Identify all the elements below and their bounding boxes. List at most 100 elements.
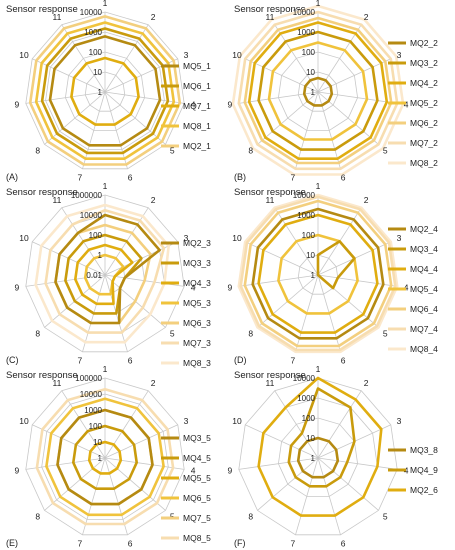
axis-spoke <box>25 91 106 104</box>
series-line <box>243 16 393 165</box>
axis-label: 4 <box>404 466 409 476</box>
ring-tick-label: 1000 <box>297 28 315 37</box>
axis-label: 10 <box>19 416 29 426</box>
axis-label: 8 <box>35 328 40 338</box>
ring-tick-label: 10 <box>306 251 315 260</box>
axis-spoke <box>317 390 362 459</box>
axis-label: 8 <box>248 511 253 521</box>
axis-label: 5 <box>170 145 175 155</box>
series-line <box>316 240 356 290</box>
ring-tick-label: 1 <box>98 251 103 260</box>
grid-ring <box>277 417 359 497</box>
panel-label: (B) <box>234 172 246 182</box>
grid-ring <box>25 194 185 353</box>
axis-label: 9 <box>228 283 233 293</box>
axis-label: 6 <box>341 538 346 548</box>
axis-spoke <box>104 91 166 145</box>
grid-ring <box>84 71 126 112</box>
ring-tick-label: 1 <box>311 454 316 463</box>
ring-tick-label: 1000 <box>297 211 315 220</box>
axis-spoke <box>32 58 106 93</box>
ring-tick-label: 10 <box>306 68 315 77</box>
axis-spoke <box>245 424 319 459</box>
axis-label: 6 <box>341 172 346 182</box>
ring-tick-label: 100000 <box>75 374 102 383</box>
legend-entry: MQ4_9 <box>410 465 438 475</box>
ring-tick-label: 100 <box>302 48 316 57</box>
axis-label: 8 <box>35 145 40 155</box>
ring-tick-label: 1000 <box>84 406 102 415</box>
axis-label: 2 <box>364 195 369 205</box>
ring-tick-label: 10000 <box>293 191 316 200</box>
legend-entry: MQ7_5 <box>183 513 211 523</box>
ring-tick-label: 1 <box>98 88 103 97</box>
series-line <box>287 387 356 488</box>
panel-label: (C) <box>6 355 19 365</box>
axis-spoke <box>104 24 149 93</box>
axis-label: 3 <box>184 416 189 426</box>
legend-entry: MQ3_2 <box>410 58 438 68</box>
legend-entry: MQ7_1 <box>183 101 211 111</box>
axis-spoke <box>61 24 106 93</box>
series-line <box>247 21 389 160</box>
grid-ring <box>41 393 169 520</box>
axis-label: 8 <box>35 511 40 521</box>
axis-label: 11 <box>265 378 274 388</box>
ring-tick-label: 1 <box>311 88 316 97</box>
radar-panel-3: Sensor response0.01110010000100000012345… <box>6 181 211 368</box>
axis-spoke <box>104 390 149 459</box>
axis-label: 2 <box>151 195 156 205</box>
axis-label: 1 <box>103 0 108 8</box>
series-line <box>257 376 383 517</box>
axis-label: 11 <box>52 378 61 388</box>
radar-panel-5: Sensor response1101001000100001000001234… <box>6 364 211 548</box>
axis-label: 1 <box>103 364 108 374</box>
axis-label: 4 <box>191 466 196 476</box>
series-line <box>70 56 140 126</box>
legend-entry: MQ2_3 <box>183 238 211 248</box>
legend-entry: MQ3_5 <box>183 433 211 443</box>
axis-label: 6 <box>341 355 346 365</box>
series-line <box>40 27 170 155</box>
axis-label: 7 <box>291 172 296 182</box>
ring-tick-label: 10000 <box>80 211 103 220</box>
legend-entry: MQ4_2 <box>410 78 438 88</box>
series-line <box>257 213 379 334</box>
series-line <box>54 213 161 325</box>
chart-title: Sensor response <box>234 4 306 15</box>
axis-label: 6 <box>128 538 133 548</box>
ring-tick-label: 100 <box>89 422 103 431</box>
axis-label: 2 <box>364 378 369 388</box>
axis-label: 3 <box>184 50 189 60</box>
series-line <box>237 10 399 171</box>
axis-label: 9 <box>15 100 20 110</box>
series-line <box>35 387 175 526</box>
axis-spoke <box>104 91 185 104</box>
legend-entry: MQ5_2 <box>410 98 438 108</box>
legend-entry: MQ8_5 <box>183 533 211 543</box>
ring-tick-label: 100 <box>302 414 316 423</box>
ring-tick-label: 1 <box>311 271 316 280</box>
axis-spoke <box>104 424 178 459</box>
legend-entry: MQ2_2 <box>410 38 438 48</box>
axis-label: 9 <box>228 466 233 476</box>
legend-entry: MQ5_3 <box>183 298 211 308</box>
axis-label: 9 <box>15 283 20 293</box>
series-line <box>251 207 385 340</box>
legend-entry: MQ7_2 <box>410 138 438 148</box>
axis-label: 7 <box>291 355 296 365</box>
axis-label: 9 <box>15 466 20 476</box>
legend-entry: MQ3_3 <box>183 258 211 268</box>
legend-entry: MQ7_3 <box>183 338 211 348</box>
ring-tick-label: 1 <box>98 454 103 463</box>
axis-label: 7 <box>291 538 296 548</box>
axis-label: 2 <box>151 378 156 388</box>
legend-entry: MQ4_3 <box>183 278 211 288</box>
series-line <box>28 15 182 166</box>
axis-label: 4 <box>404 100 409 110</box>
legend-entry: MQ7_4 <box>410 324 438 334</box>
series-line <box>267 41 369 141</box>
axis-label: 1 <box>316 0 321 8</box>
ring-tick-label: 10 <box>93 68 102 77</box>
